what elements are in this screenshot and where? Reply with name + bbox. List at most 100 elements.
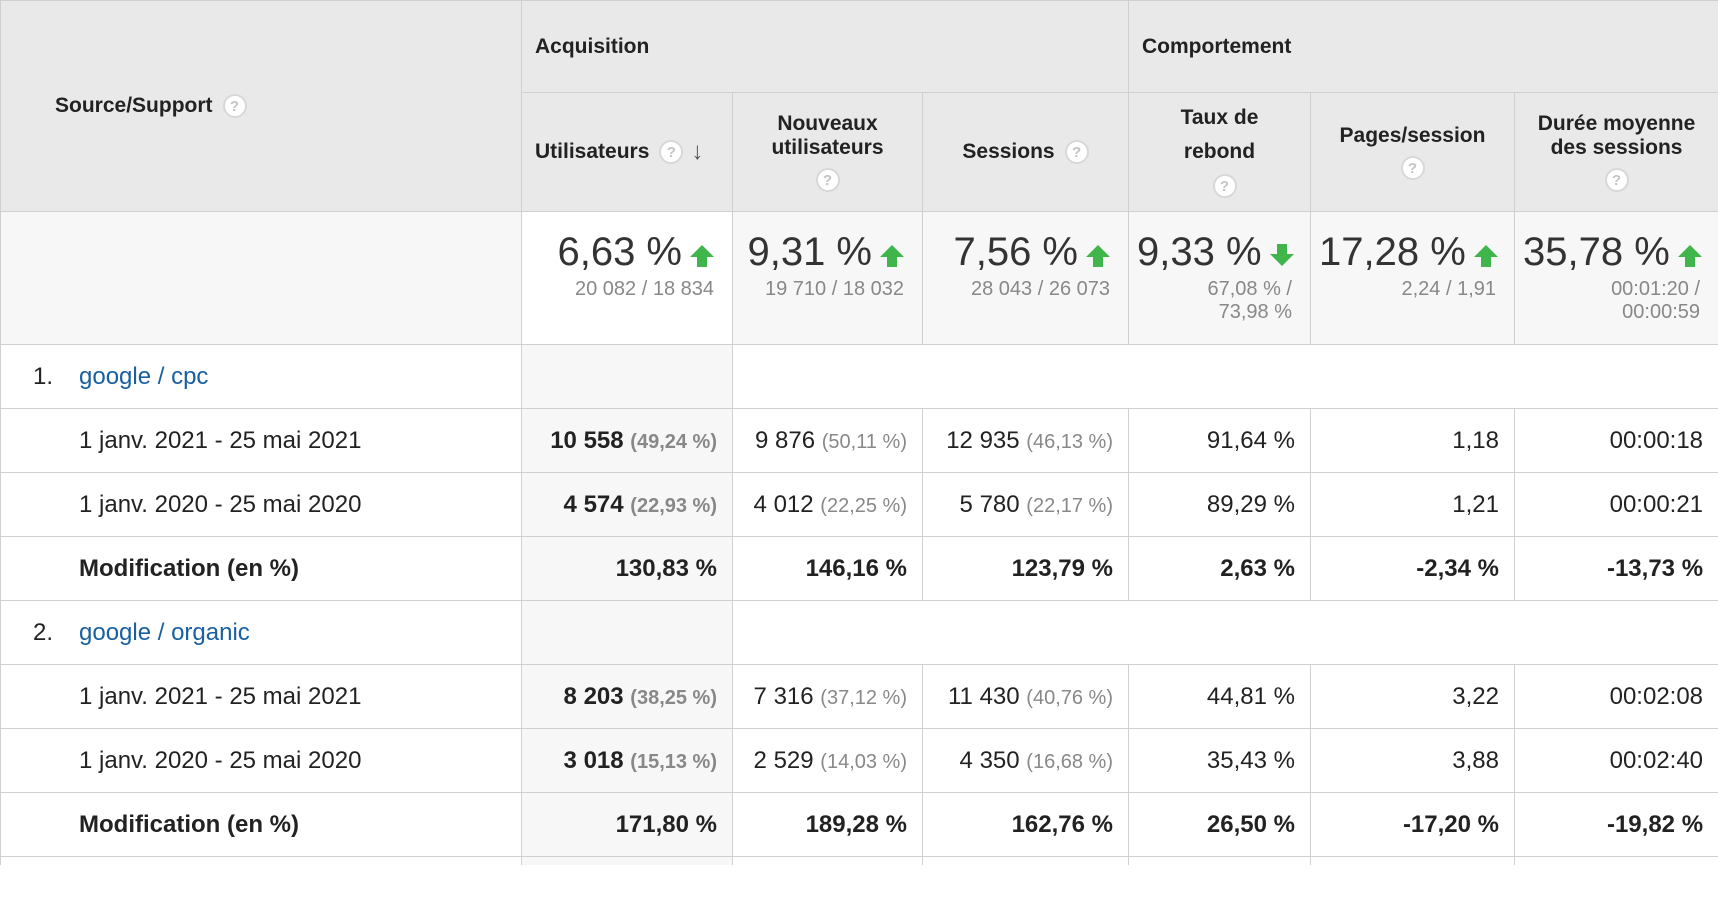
group-index: 1. bbox=[33, 362, 54, 390]
period-label: 1 janv. 2021 - 25 mai 2021 bbox=[0, 664, 522, 729]
trend-down-icon bbox=[1269, 244, 1294, 267]
period-label: 1 janv. 2020 - 25 mai 2020 bbox=[0, 472, 522, 537]
pages-session-cell: 3,88 bbox=[1310, 728, 1515, 793]
period-label: 1 janv. 2020 - 25 mai 2020 bbox=[0, 728, 522, 793]
group-index: 2. bbox=[33, 618, 54, 646]
summary-compare-line1: 67,08 % / bbox=[1207, 278, 1292, 300]
summary-compare-line2: 73,98 % bbox=[1218, 301, 1292, 323]
users-cell: 3 018 (15,13 %) bbox=[521, 728, 733, 793]
summary-cell-new-users: 9,31 % 19 710 / 18 032 bbox=[732, 211, 923, 345]
period-label: 1 janv. 2021 - 25 mai 2021 bbox=[0, 408, 522, 473]
table-row: 1 janv. 2021 - 25 mai 2021 8 203 (38,25 … bbox=[0, 664, 1718, 729]
column-header-bounce-rate[interactable]: Taux de rebond? bbox=[1128, 92, 1311, 212]
summary-cell-bounce-rate: 9,33 % 67,08 % / 73,98 % bbox=[1128, 211, 1311, 345]
trend-up-icon bbox=[1677, 245, 1702, 268]
help-icon[interactable]: ? bbox=[1212, 174, 1237, 199]
source-link[interactable]: google / cpc bbox=[79, 362, 209, 390]
summary-compare-line1: 00:01:20 / bbox=[1611, 278, 1701, 300]
help-icon[interactable]: ? bbox=[815, 168, 840, 192]
group-label-cell: 1. google / cpc bbox=[0, 344, 522, 409]
column-label-users: Utilisateurs bbox=[535, 139, 650, 163]
table-row: 1 janv. 2020 - 25 mai 2020 4 574 (22,93 … bbox=[0, 472, 1718, 537]
new-users-cell: 7 316 (37,12 %) bbox=[732, 664, 923, 729]
summary-compare-line2: 00:00:59 bbox=[1622, 301, 1701, 323]
help-icon[interactable]: ? bbox=[1604, 168, 1629, 192]
column-header-users[interactable]: Utilisateurs? ↓ bbox=[521, 92, 733, 212]
new-users-value: 9 876 bbox=[755, 426, 816, 454]
avg-duration-change: -19,82 % bbox=[1513, 792, 1718, 857]
summary-cell-avg-duration: 35,78 % 00:01:20 / 00:00:59 bbox=[1513, 211, 1718, 345]
users-share: (49,24 %) bbox=[630, 430, 717, 453]
sessions-cell: 4 350 (16,68 %) bbox=[922, 728, 1129, 793]
avg-duration-cell: 00:00:18 bbox=[1513, 408, 1718, 473]
users-cell: 10 558 (49,24 %) bbox=[521, 408, 733, 473]
new-users-cell: 2 529 (14,03 %) bbox=[732, 728, 923, 793]
source-medium-label: Source/Support bbox=[55, 93, 213, 117]
help-icon[interactable]: ? bbox=[1400, 156, 1425, 180]
acquisition-group-header: Acquisition bbox=[521, 0, 1129, 93]
bounce-rate-change: 2,63 % bbox=[1128, 536, 1311, 601]
behavior-group-header: Comportement bbox=[1127, 0, 1718, 93]
help-icon[interactable]: ? bbox=[659, 140, 684, 165]
trend-up-icon bbox=[1086, 245, 1110, 268]
group-empty-cell bbox=[731, 600, 1718, 665]
trend-up-icon bbox=[690, 245, 714, 268]
sort-descending-icon[interactable]: ↓ bbox=[691, 138, 704, 166]
pages-session-cell: 1,18 bbox=[1310, 408, 1515, 473]
avg-duration-cell: 00:00:21 bbox=[1513, 472, 1718, 537]
modification-label: Modification (en %) bbox=[0, 536, 522, 601]
column-header-sessions[interactable]: Sessions? bbox=[922, 92, 1129, 212]
new-users-share: (14,03 %) bbox=[820, 750, 907, 773]
column-label-avg-duration: Durée moyenne des sessions bbox=[1537, 112, 1696, 159]
column-label-bounce-rate: Taux de rebond bbox=[1180, 106, 1259, 163]
behavior-label: Comportement bbox=[1142, 34, 1292, 58]
group-empty-cell bbox=[731, 344, 1718, 409]
bounce-rate-change: 26,50 % bbox=[1128, 792, 1311, 857]
modification-row: Modification (en %) 171,80 % 189,28 % 16… bbox=[0, 792, 1718, 857]
avg-duration-cell: 00:02:08 bbox=[1513, 664, 1718, 729]
new-users-share: (50,11 %) bbox=[821, 430, 907, 453]
new-users-share: (22,25 %) bbox=[820, 494, 907, 517]
sessions-value: 5 780 bbox=[959, 490, 1020, 518]
users-cell: 8 203 (38,25 %) bbox=[521, 664, 733, 729]
column-label-pages-session: Pages/session bbox=[1339, 124, 1486, 147]
sessions-share: (46,13 %) bbox=[1026, 430, 1113, 453]
new-users-cell: 4 012 (22,25 %) bbox=[732, 472, 923, 537]
new-users-change: 146,16 % bbox=[732, 536, 923, 601]
sessions-share: (40,76 %) bbox=[1026, 686, 1113, 709]
summary-label-cell bbox=[0, 211, 522, 345]
column-header-new-users[interactable]: Nouveaux utilisateurs ? bbox=[732, 92, 923, 212]
bounce-rate-cell: 89,29 % bbox=[1128, 472, 1311, 537]
summary-change: 9,33 % bbox=[1137, 230, 1262, 274]
users-share: (15,13 %) bbox=[630, 750, 717, 773]
sessions-share: (22,17 %) bbox=[1026, 494, 1113, 517]
summary-change: 35,78 % bbox=[1523, 230, 1670, 274]
users-value: 4 574 bbox=[563, 490, 624, 518]
sessions-cell: 11 430 (40,76 %) bbox=[922, 664, 1129, 729]
summary-change: 9,31 % bbox=[747, 230, 872, 274]
help-icon[interactable]: ? bbox=[222, 94, 247, 119]
help-icon[interactable]: ? bbox=[1064, 140, 1089, 165]
summary-change: 6,63 % bbox=[557, 230, 682, 274]
new-users-value: 4 012 bbox=[753, 490, 814, 518]
column-label-new-users: Nouveaux utilisateurs bbox=[771, 112, 884, 159]
source-medium-header[interactable]: Source/Support? bbox=[0, 0, 522, 212]
new-users-change: 189,28 % bbox=[732, 792, 923, 857]
sessions-cell: 5 780 (22,17 %) bbox=[922, 472, 1129, 537]
group-users-cell bbox=[521, 344, 733, 409]
sessions-cell: 12 935 (46,13 %) bbox=[922, 408, 1129, 473]
column-label-sessions: Sessions bbox=[962, 139, 1055, 163]
users-share: (38,25 %) bbox=[630, 686, 717, 709]
source-link[interactable]: google / organic bbox=[79, 618, 250, 646]
bounce-rate-cell: 91,64 % bbox=[1128, 408, 1311, 473]
summary-compare: 19 710 / 18 032 bbox=[764, 278, 904, 300]
column-header-avg-duration[interactable]: Durée moyenne des sessions ? bbox=[1513, 92, 1718, 212]
column-header-pages-session[interactable]: Pages/session ? bbox=[1310, 92, 1515, 212]
pages-session-cell: 3,22 bbox=[1310, 664, 1515, 729]
summary-change: 7,56 % bbox=[953, 230, 1078, 274]
users-change: 130,83 % bbox=[521, 536, 733, 601]
sessions-share: (16,68 %) bbox=[1026, 750, 1113, 773]
summary-row: 6,63 % 20 082 / 18 834 9,31 % 19 710 / 1… bbox=[0, 211, 1718, 345]
new-users-value: 2 529 bbox=[753, 746, 814, 774]
